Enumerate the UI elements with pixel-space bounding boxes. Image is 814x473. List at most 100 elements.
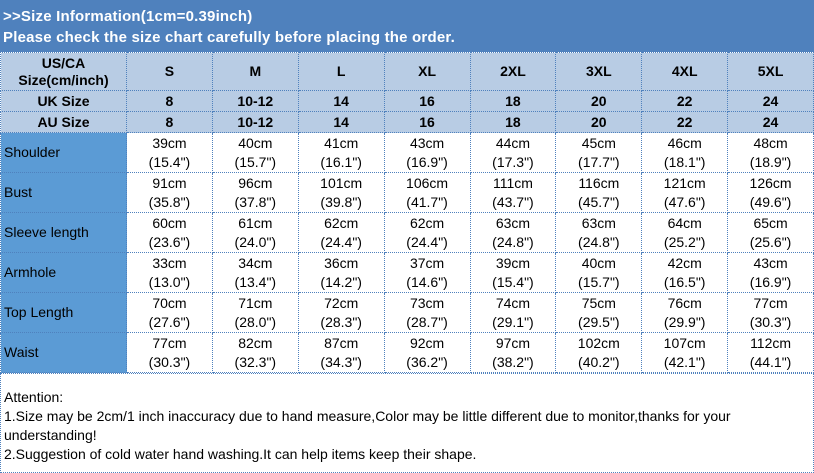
size-header-cell: 3XL [555,52,643,91]
inch-value: (24.0") [234,233,277,250]
measurement-cell: 77cm (30.3") [727,292,814,333]
cm-value: 63cm [581,214,616,231]
measurement-row: Bust 91cm (35.8") 96cm (37.8") 101cm (39.8") 10… [0,172,814,213]
inch-value: (15.4") [492,273,534,290]
cm-value: 41cm [324,134,359,151]
inch-value: (27.6") [148,313,191,330]
measurement-cell: 71cm (28.0") [211,292,299,333]
cm-value: 72cm [324,294,359,311]
cm-value: 87cm [324,334,359,351]
measurement-cell: 61cm (24.0") [211,212,299,253]
cm-value: 39cm [152,134,187,151]
size-header-cell: 5XL [727,52,814,91]
uk-size-label: UK Size [0,90,127,112]
uk-size-cell: 22 [641,90,729,112]
measurement-row: Top Length 70cm (27.6") 71cm (28.0") 72cm (28.… [0,292,814,333]
measurement-cell: 91cm (35.8") [126,172,213,213]
inch-value: (18.1") [663,153,706,170]
inch-value: (38.2") [492,353,534,370]
inch-value: (25.2") [663,233,706,250]
inch-value: (49.6") [749,193,792,210]
uk-size-cell: 14 [297,90,385,112]
measurement-cell: 37cm (14.6") [383,252,471,293]
measurement-label: Bust [0,172,127,213]
measurement-cell: 45cm (17.7") [555,132,643,173]
size-info-banner: >>Size Information(1cm=0.39inch) Please … [0,0,814,52]
measurement-cell: 102cm (40.2") [555,332,643,373]
inch-value: (40.2") [578,353,620,370]
measurement-cell: 64cm (25.2") [641,212,729,253]
inch-value: (23.6") [148,233,191,250]
cm-value: 121cm [663,174,706,191]
us-size-label: US/CA Size(cm/inch) [0,52,127,91]
measurement-label: Top Length [0,292,127,333]
measurement-label: Shoulder [0,132,127,173]
inch-value: (16.1") [320,153,362,170]
inch-value: (18.9") [749,153,792,170]
measurement-cell: 116cm (45.7") [555,172,643,213]
inch-value: (14.2") [320,273,362,290]
measurement-cell: 65cm (25.6") [727,212,814,253]
measurement-cell: 43cm (16.9") [727,252,814,293]
au-size-row: AU Size 8 10-12 14 16 18 20 22 24 [0,111,814,133]
measurement-cell: 97cm (38.2") [469,332,557,373]
inch-value: (14.6") [406,273,448,290]
inch-value: (17.7") [578,153,620,170]
cm-value: 77cm [753,294,788,311]
measurement-cell: 121cm (47.6") [641,172,729,213]
inch-value: (35.8") [148,193,191,210]
cm-value: 62cm [409,214,445,231]
cm-value: 126cm [749,174,792,191]
measurement-cell: 41cm (16.1") [297,132,385,173]
measurement-cell: 76cm (29.9") [641,292,729,333]
cm-value: 63cm [495,214,531,231]
inch-value: (41.7") [406,193,448,210]
measurement-cell: 44cm (17.3") [469,132,557,173]
cm-value: 106cm [406,174,449,191]
inch-value: (28.3") [320,313,362,330]
inch-value: (15.7") [234,153,277,170]
cm-value: 42cm [667,254,702,271]
size-header-cell: XL [383,52,471,91]
cm-value: 62cm [324,214,359,231]
banner-title: >>Size Information(1cm=0.39inch) [3,8,253,25]
measurement-cell: 74cm (29.1") [469,292,557,333]
inch-value: (25.6") [749,233,792,250]
uk-size-cell: 10-12 [211,90,299,112]
au-size-cell: 22 [641,111,729,133]
cm-value: 45cm [581,134,616,151]
cm-value: 34cm [238,254,273,271]
measurement-cell: 40cm (15.7") [555,252,643,293]
cm-value: 40cm [238,134,273,151]
cm-value: 44cm [495,134,531,151]
uk-size-cell: 8 [126,90,213,112]
inch-value: (39.8") [320,193,362,210]
au-size-cell: 24 [727,111,814,133]
inch-value: (36.2") [406,353,448,370]
attention-note-1: 1.Size may be 2cm/1 inch inaccuracy due … [4,408,731,443]
inch-value: (28.0") [234,313,277,330]
inch-value: (44.1") [749,353,792,370]
measurement-cell: 62cm (24.4") [383,212,471,253]
cm-value: 101cm [320,174,363,191]
cm-value: 74cm [495,294,531,311]
measurement-cell: 112cm (44.1") [727,332,814,373]
uk-size-row: UK Size 8 10-12 14 16 18 20 22 24 [0,90,814,112]
measurement-cell: 126cm (49.6") [727,172,814,213]
attention-notes: Attention: 1.Size may be 2cm/1 inch inac… [0,373,814,473]
measurement-cell: 106cm (41.7") [383,172,471,213]
measurement-label: Armhole [0,252,127,293]
inch-value: (29.1") [492,313,534,330]
cm-value: 43cm [753,254,788,271]
inch-value: (15.4") [148,153,191,170]
cm-value: 33cm [152,254,187,271]
au-size-cell: 16 [383,111,471,133]
inch-value: (43.7") [492,193,534,210]
au-size-cell: 10-12 [211,111,299,133]
measurement-cell: 75cm (29.5") [555,292,643,333]
inch-value: (30.3") [148,353,191,370]
cm-value: 112cm [750,334,792,351]
cm-value: 65cm [753,214,788,231]
cm-value: 76cm [667,294,702,311]
size-chart-table: US/CA Size(cm/inch) S M L XL 2XL 3XL 4XL 5XL UK… [0,52,814,373]
